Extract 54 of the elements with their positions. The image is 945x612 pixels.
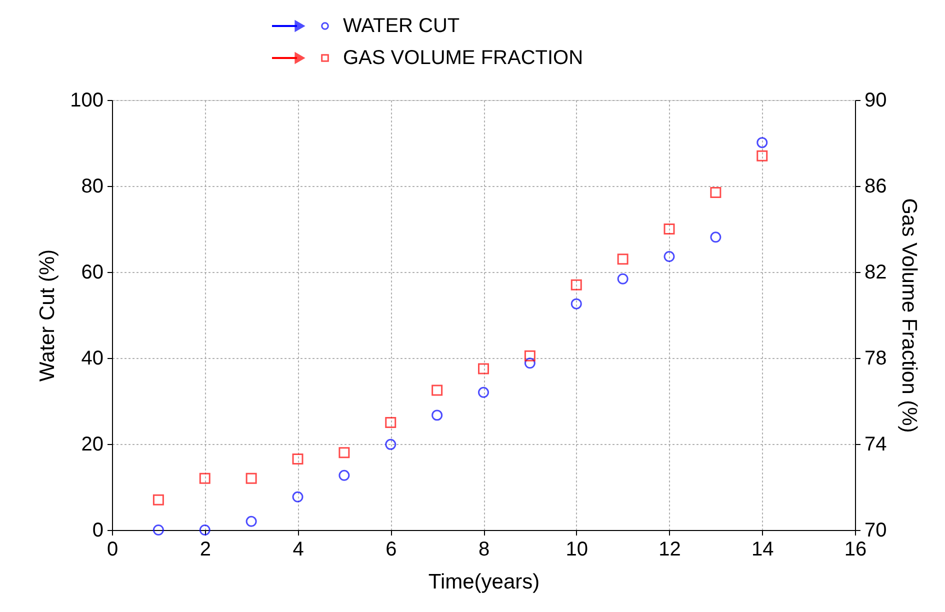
y2-tick-label: 90 bbox=[864, 90, 887, 112]
x-tick-label: 10 bbox=[566, 538, 588, 560]
y-tick-label: 80 bbox=[81, 176, 104, 198]
point bbox=[292, 454, 304, 465]
point bbox=[570, 279, 582, 290]
point bbox=[756, 137, 768, 148]
x-tick-label: 0 bbox=[106, 538, 118, 560]
x-tick-label: 12 bbox=[658, 538, 681, 560]
point bbox=[524, 358, 536, 369]
point bbox=[478, 386, 489, 398]
y2-tick-label: 78 bbox=[864, 348, 887, 370]
point bbox=[338, 447, 350, 458]
y-tick-label: 0 bbox=[92, 520, 104, 542]
point bbox=[756, 150, 768, 162]
point bbox=[338, 470, 350, 481]
point bbox=[199, 524, 210, 536]
point bbox=[292, 491, 304, 502]
point bbox=[617, 254, 628, 265]
point bbox=[385, 438, 396, 450]
point bbox=[710, 186, 722, 198]
y2-tick-label: 86 bbox=[864, 176, 887, 198]
x-tick-label: 14 bbox=[752, 538, 774, 560]
point bbox=[617, 273, 628, 284]
point bbox=[570, 298, 582, 310]
x-tick-label: 8 bbox=[478, 538, 490, 560]
y-tick-label: 20 bbox=[81, 434, 104, 456]
y2-tick-label: 82 bbox=[864, 262, 887, 284]
point bbox=[199, 472, 210, 484]
legend-label: GAS VOLUME FRACTION bbox=[343, 47, 584, 69]
point bbox=[152, 524, 164, 536]
x-tick-label: 2 bbox=[200, 538, 211, 560]
y2-axis-title: Gas Volume Fraction (%) bbox=[898, 198, 921, 433]
point bbox=[432, 384, 443, 396]
x-tick-label: 6 bbox=[386, 538, 397, 560]
y-tick-label: 100 bbox=[70, 90, 104, 112]
point bbox=[710, 232, 722, 243]
point bbox=[432, 410, 443, 421]
x-tick-label: 16 bbox=[844, 538, 867, 560]
point bbox=[385, 417, 396, 428]
point bbox=[524, 350, 536, 362]
point bbox=[246, 516, 257, 527]
point bbox=[152, 494, 164, 506]
legend-label: WATER CUT bbox=[343, 15, 460, 37]
y-axis-title: Water Cut (%) bbox=[36, 249, 60, 382]
y2-tick-label: 70 bbox=[864, 520, 887, 542]
y2-tick-label: 74 bbox=[864, 434, 887, 456]
x-tick-label: 4 bbox=[292, 538, 304, 560]
point bbox=[246, 472, 257, 484]
point bbox=[478, 363, 489, 374]
point bbox=[664, 251, 675, 262]
x-axis-title: Time(years) bbox=[428, 570, 540, 594]
point bbox=[664, 224, 675, 234]
y-tick-label: 60 bbox=[81, 262, 104, 284]
y-tick-label: 40 bbox=[81, 348, 104, 370]
